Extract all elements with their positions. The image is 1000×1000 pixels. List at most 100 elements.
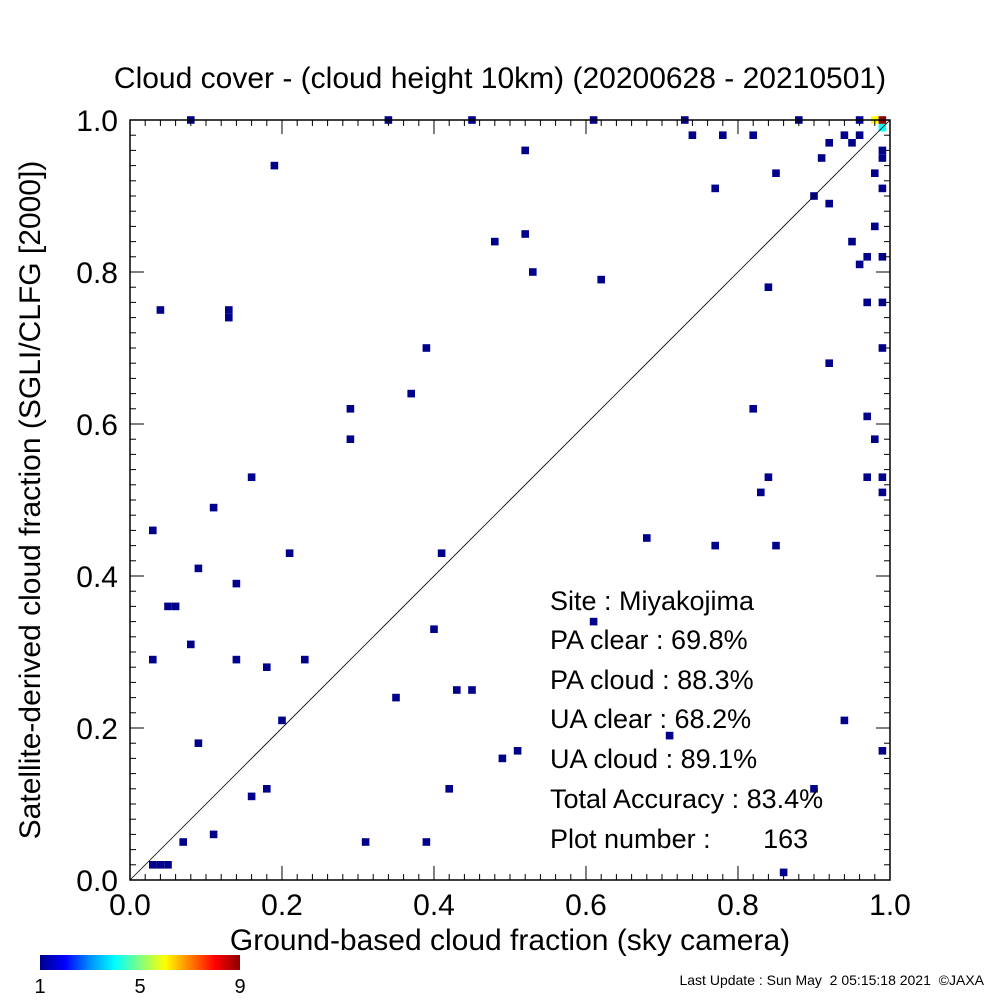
colorbar — [40, 955, 240, 970]
stats-pa-clear: PA clear : 69.8% — [550, 625, 748, 655]
data-point — [863, 412, 871, 421]
data-point — [171, 602, 180, 611]
data-point — [878, 747, 887, 755]
data-point — [878, 253, 887, 261]
data-point — [513, 747, 522, 755]
data-point — [187, 640, 195, 649]
data-point — [711, 184, 719, 193]
data-point — [164, 602, 172, 611]
data-point — [232, 579, 241, 588]
data-point — [263, 785, 271, 793]
last-update: Last Update : Sun May 2 05:15:18 2021 ©J… — [679, 972, 984, 988]
stats-site: Site : Miyakojima — [550, 586, 755, 616]
data-point — [392, 693, 400, 702]
data-point — [194, 739, 203, 747]
colorbar-tick-label: 5 — [134, 976, 145, 998]
data-point — [149, 861, 157, 869]
data-point — [863, 253, 871, 261]
data-point — [209, 830, 218, 839]
stats-ua-clear: UA clear : 68.2% — [550, 704, 751, 734]
data-point — [589, 617, 598, 626]
y-tick-label: 0.2 — [76, 713, 118, 746]
data-point — [878, 298, 887, 307]
y-tick-label: 0.6 — [76, 409, 118, 442]
data-point — [422, 344, 431, 352]
stats-ua-cloud: UA cloud : 89.1% — [550, 744, 757, 774]
x-tick-label: 0.8 — [717, 889, 759, 922]
data-point — [597, 275, 605, 284]
data-point — [468, 686, 476, 694]
data-point — [285, 549, 294, 557]
data-point — [871, 169, 879, 177]
data-point — [825, 199, 833, 208]
data-point — [361, 838, 370, 846]
data-point — [840, 716, 849, 725]
data-point — [346, 405, 355, 413]
data-point — [757, 488, 765, 497]
data-point — [346, 435, 355, 443]
data-point — [529, 268, 537, 276]
chart-title: Cloud cover - (cloud height 10km) (20200… — [114, 62, 886, 95]
data-point — [270, 161, 279, 170]
data-point — [430, 625, 438, 633]
data-point — [247, 473, 256, 481]
data-point — [810, 785, 818, 793]
y-tick-label: 0.0 — [76, 865, 118, 898]
data-point — [855, 131, 864, 139]
data-point — [232, 655, 241, 664]
data-point — [422, 838, 431, 846]
points-layer — [149, 116, 887, 877]
y-axis-label: Satellite-derived cloud fraction (SGLI/C… — [14, 161, 47, 840]
data-point — [665, 731, 674, 740]
x-tick-label: 0.0 — [109, 889, 151, 922]
data-point — [156, 306, 165, 314]
data-point — [194, 564, 203, 573]
data-point — [855, 260, 864, 269]
data-point — [263, 663, 271, 671]
data-point — [878, 488, 887, 497]
data-point — [863, 473, 871, 481]
data-point — [164, 861, 172, 869]
stats-pa-cloud: PA cloud : 88.3% — [550, 665, 754, 695]
data-point — [764, 283, 773, 291]
stats-plot-number: Plot number : 163 — [550, 824, 808, 854]
stats-total-accuracy: Total Accuracy : 83.4% — [550, 784, 823, 814]
data-point — [863, 298, 871, 307]
data-point — [247, 792, 256, 801]
data-point — [825, 139, 833, 147]
y-tick-label: 1.0 — [76, 105, 118, 138]
data-point — [878, 473, 887, 481]
colorbar-labels: 1 5 9 — [34, 976, 245, 998]
data-point — [278, 716, 286, 725]
colorbar-tick-label: 9 — [234, 976, 245, 998]
data-point — [878, 146, 887, 155]
data-point — [848, 139, 856, 147]
data-point — [711, 541, 719, 550]
y-tick-label: 0.8 — [76, 257, 118, 290]
data-point — [498, 754, 507, 763]
data-point — [772, 169, 780, 177]
data-point — [779, 868, 788, 877]
data-point — [453, 686, 461, 694]
data-point — [521, 230, 529, 238]
colorbar-tick-label: 1 — [34, 976, 45, 998]
x-tick-label: 0.2 — [261, 889, 303, 922]
y-tick-labels: 0.0 0.2 0.4 0.6 0.8 1.0 — [76, 105, 118, 898]
data-point — [848, 237, 856, 246]
x-axis-label: Ground-based cloud fraction (sky camera) — [230, 924, 790, 957]
data-point — [878, 184, 887, 193]
y-tick-label: 0.4 — [76, 561, 118, 594]
data-point — [878, 154, 887, 162]
one-to-one-line — [129, 119, 891, 881]
data-point — [225, 306, 233, 314]
data-point — [521, 146, 529, 155]
data-point — [407, 389, 415, 398]
stats-box: Site : Miyakojima PA clear : 69.8% PA cl… — [550, 586, 823, 854]
data-point — [209, 503, 218, 512]
data-point — [817, 154, 826, 162]
data-point — [772, 541, 780, 550]
data-point — [688, 131, 697, 139]
data-point — [878, 344, 887, 352]
data-point — [491, 237, 499, 246]
